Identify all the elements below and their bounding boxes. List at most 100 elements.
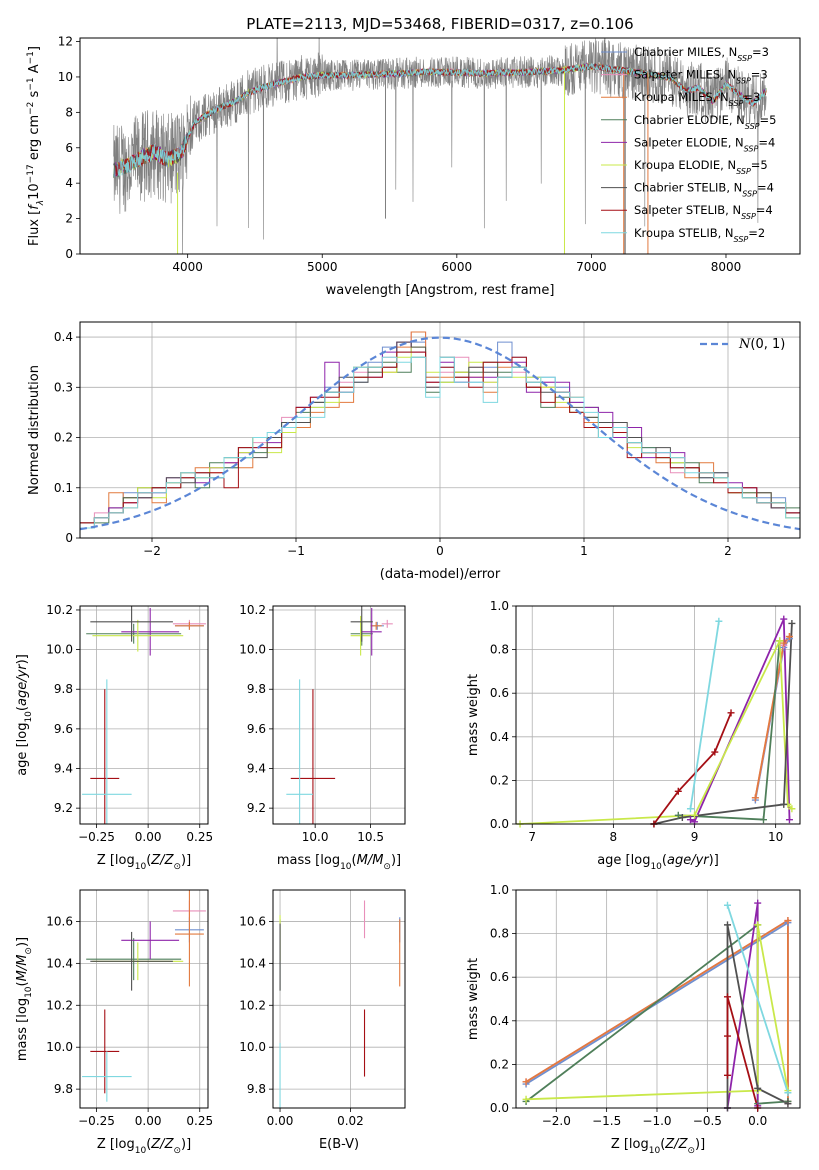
plot-area <box>273 890 405 1108</box>
x-tick-label: −1.0 <box>642 1114 671 1128</box>
x-axis-label: (data-model)/error <box>380 567 501 582</box>
y-tick-label: 10.0 <box>239 1040 266 1054</box>
legend-label: N(0, 1) <box>738 337 785 352</box>
x-tick-label: 0 <box>436 544 444 558</box>
plot-area <box>273 606 405 824</box>
mass-weight-series <box>653 623 793 824</box>
x-tick-label: −2 <box>143 544 161 558</box>
plot-area <box>516 606 800 824</box>
data-point-marker <box>751 794 759 802</box>
x-tick-label: 10 <box>768 830 783 844</box>
data-point-marker <box>780 800 788 808</box>
y-tick-label: 9.2 <box>54 801 73 815</box>
legend-label: Salpeter ELODIE, NSSP=4 <box>634 135 775 153</box>
y-tick-label: 9.8 <box>54 682 73 696</box>
x-tick-label: 6000 <box>442 260 473 274</box>
data-point-marker <box>674 787 682 795</box>
x-tick-label: 0.25 <box>186 1114 213 1128</box>
data-point-marker <box>784 1100 792 1108</box>
y-tick-label: 0.2 <box>490 1057 509 1071</box>
x-tick-label: 10.5 <box>357 830 384 844</box>
y-tick-label: 8 <box>65 105 73 119</box>
axes-frame <box>79 37 801 255</box>
x-axis-label: wavelength [Angstrom, rest frame] <box>326 283 555 298</box>
x-tick-label: 0.00 <box>267 1114 294 1128</box>
y-tick-label: 2 <box>65 212 73 226</box>
y-tick-label: 10.2 <box>239 998 266 1012</box>
x-tick-label: 7 <box>528 830 536 844</box>
y-tick-label: 10.2 <box>239 603 266 617</box>
x-tick-label: −0.5 <box>693 1114 722 1128</box>
mass-weight-series <box>726 905 789 1093</box>
y-tick-label: 0.4 <box>54 330 73 344</box>
y-tick-label: 1.0 <box>490 883 509 897</box>
mass-weight-series <box>689 621 720 809</box>
mass-weight-series <box>726 996 759 1108</box>
mass-weight-series <box>690 618 791 824</box>
plot-area <box>80 322 800 538</box>
y-tick-label: 12 <box>58 35 73 49</box>
axes-frame <box>515 605 801 825</box>
y-tick-label: 0.3 <box>54 380 73 394</box>
panel-mass-vs-ebv: 0.00 0.02 9.8 10.0 10.2 10.4 10.6 <box>239 889 406 1128</box>
data-point-marker <box>715 617 723 625</box>
axes-frame <box>79 605 209 825</box>
x-tick-label: −2.0 <box>542 1114 571 1128</box>
y-tick-label: 0.4 <box>490 1014 509 1028</box>
x-tick-label: 0.02 <box>337 1114 364 1128</box>
data-point-marker <box>784 1089 792 1097</box>
data-point-marker <box>780 615 788 623</box>
x-tick-label: 7000 <box>576 260 607 274</box>
x-tick-label: −1 <box>287 544 305 558</box>
y-tick-label: 0 <box>65 531 73 545</box>
data-point-marker <box>759 816 767 824</box>
data-point-marker <box>754 1084 762 1092</box>
data-point-marker <box>522 1078 530 1086</box>
model-spectrum-line <box>117 63 767 177</box>
data-point-marker <box>686 805 694 813</box>
y-axis-label: age [log10(age/yr)] <box>15 654 34 776</box>
data-point-marker <box>723 993 731 1001</box>
panel-mass-weight-vs-Z: −2.0 −1.5 −1.0 −0.5 0.0 0.0 0.2 0.4 0.6 0.8 1.0 Z [… <box>466 883 801 1156</box>
data-point-marker <box>785 816 793 824</box>
y-tick-label: 0.2 <box>490 773 509 787</box>
x-tick-label: 8 <box>610 830 618 844</box>
chart-title: PLATE=2113, MJD=53468, FIBERID=0317, z=0… <box>246 15 633 33</box>
axes-frame <box>79 321 801 539</box>
y-tick-label: 1.0 <box>490 599 509 613</box>
data-point-marker <box>522 1095 530 1103</box>
data-point-marker <box>788 805 796 813</box>
data-point-marker <box>723 1071 731 1079</box>
x-tick-label: 0.0 <box>748 1114 767 1128</box>
mass-weight-series <box>653 712 732 824</box>
mass-weight-series <box>520 640 793 824</box>
legend-label: Kroupa ELODIE, NSSP=5 <box>634 158 768 176</box>
data-point-marker <box>723 921 731 929</box>
data-point-marker <box>711 748 719 756</box>
panel-mass-weight-vs-age: 7 8 9 10 0.0 0.2 0.4 0.6 0.8 1.0 age [log10(age/yr… <box>466 599 801 872</box>
x-tick-label: −1.5 <box>592 1114 621 1128</box>
panel-residuals: −2 −1 0 1 2 0 0.1 0.2 0.3 0.4 N(0, 1) (data-model)/… <box>27 321 801 582</box>
panel-mass-vs-Z: −0.25 0.00 0.25 9.8 10.0 10.2 10.4 10.6 Z [log10… <box>15 889 213 1156</box>
mass-weight-series <box>526 924 789 1101</box>
x-tick-label: 1 <box>580 544 588 558</box>
data-point-marker <box>691 811 699 819</box>
x-tick-label: −0.25 <box>78 1114 115 1128</box>
legend-label: Kroupa STELIB, NSSP=2 <box>634 226 765 244</box>
y-axis-label: Normed distribution <box>27 365 42 495</box>
y-tick-label: 9.4 <box>54 762 73 776</box>
gaussian-reference-curve <box>80 336 800 531</box>
legend-label: Salpeter MILES, NSSP=3 <box>634 68 768 86</box>
y-tick-label: 9.8 <box>247 1082 266 1096</box>
x-tick-label: 0.00 <box>135 830 162 844</box>
y-axis-label: mass weight <box>466 958 481 1040</box>
legend-label: Chabrier STELIB, NSSP=4 <box>634 181 774 199</box>
y-tick-label: 10.0 <box>239 643 266 657</box>
legend-label: Kroupa MILES, NSSP=3 <box>634 90 760 108</box>
y-tick-label: 9.2 <box>247 801 266 815</box>
y-tick-label: 10.0 <box>46 643 73 657</box>
axes-frame <box>79 889 209 1109</box>
data-point-marker <box>780 639 788 647</box>
x-axis-label: mass [log10(M/M⊙)] <box>277 853 401 872</box>
y-tick-label: 9.8 <box>247 682 266 696</box>
